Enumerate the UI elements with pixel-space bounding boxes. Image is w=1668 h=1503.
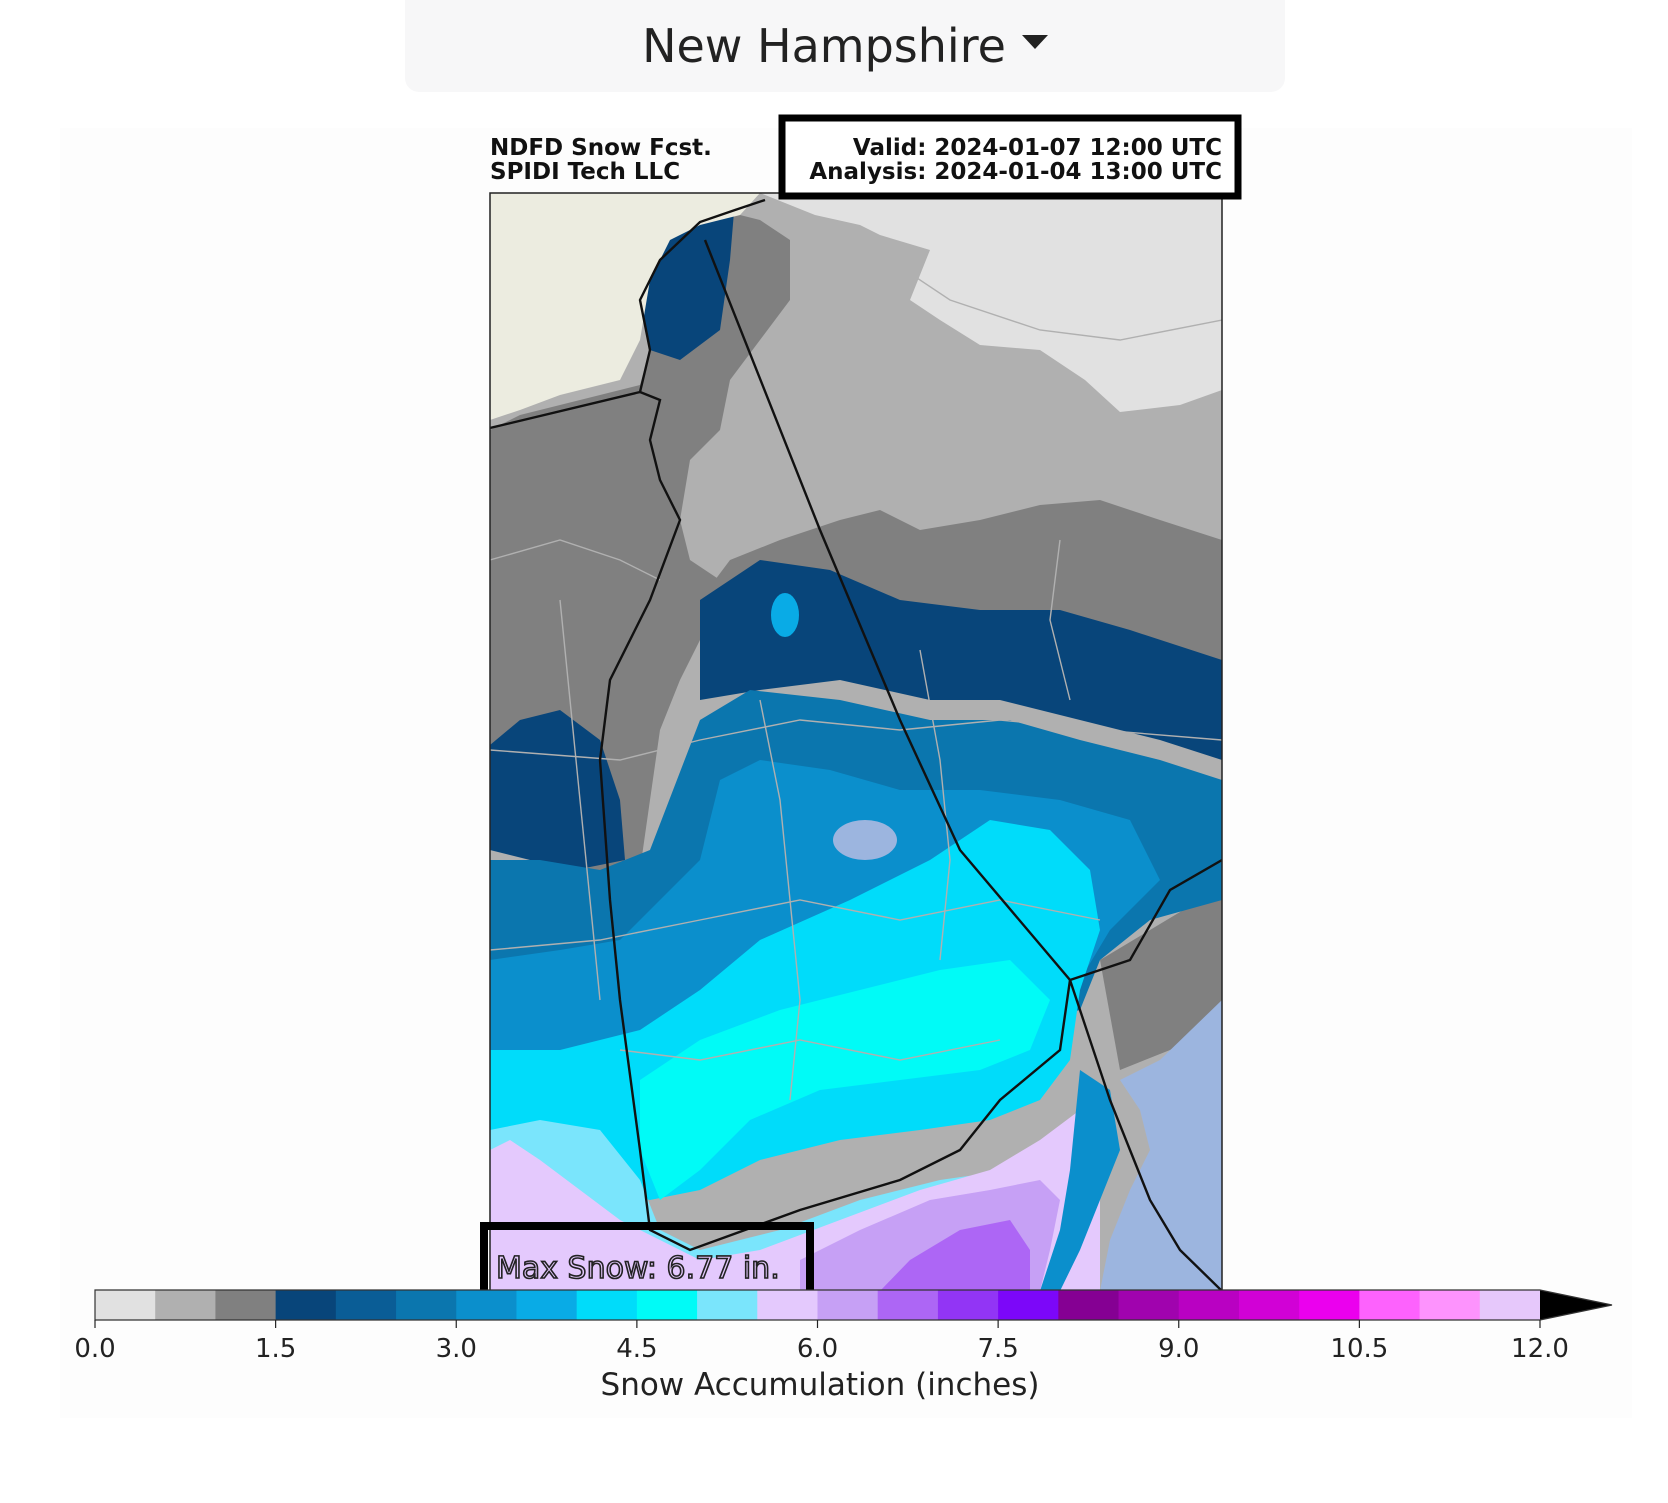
colorbar-swatch xyxy=(215,1290,277,1320)
colorbar-tick-label: 6.0 xyxy=(797,1334,838,1364)
colorbar-swatch xyxy=(1359,1290,1421,1320)
contour-7p0-7p5 xyxy=(880,1220,1030,1291)
colorbar-extend-arrow xyxy=(1540,1290,1612,1320)
colorbar-swatch xyxy=(155,1290,216,1320)
colorbar-tick-label: 7.5 xyxy=(977,1334,1018,1364)
contour-0-0p5 xyxy=(760,193,1222,412)
colorbar-swatch xyxy=(1178,1290,1240,1320)
colorbar: 0.0 1.5 3.0 4.5 6.0 7.5 9.0 10.5 12.0 xyxy=(74,1289,1613,1364)
lake-blob xyxy=(833,820,897,860)
title-left-line2: SPIDI Tech LLC xyxy=(490,159,680,185)
title-left-line1: NDFD Snow Fcst. xyxy=(490,135,712,161)
colorbar-tick-label: 1.5 xyxy=(255,1334,296,1364)
colorbar-tick-label: 12.0 xyxy=(1511,1334,1569,1364)
colorbar-swatch xyxy=(516,1290,578,1320)
colorbar-swatch xyxy=(1299,1290,1360,1320)
colorbar-swatch xyxy=(877,1290,939,1320)
colorbar-swatch xyxy=(1479,1290,1541,1320)
colorbar-swatch xyxy=(456,1290,517,1320)
colorbar-swatch xyxy=(95,1290,156,1320)
contour-1-1p5-southeast xyxy=(1100,890,1222,1070)
land-outside xyxy=(490,193,760,420)
state-boundary xyxy=(490,198,1222,1291)
colorbar-swatch xyxy=(937,1290,999,1320)
snow-map xyxy=(490,193,1222,1291)
colorbar-label: Snow Accumulation (inches) xyxy=(601,1367,1040,1403)
colorbar-tick-label: 4.5 xyxy=(616,1334,657,1364)
colorbar-swatch xyxy=(636,1290,698,1320)
colorbar-tick-label: 9.0 xyxy=(1158,1334,1199,1364)
colorbar-swatch xyxy=(817,1290,879,1320)
colorbar-swatch xyxy=(275,1290,337,1320)
colorbar-frame xyxy=(94,1289,1613,1321)
colorbar-swatch xyxy=(757,1290,818,1320)
caret-down-icon xyxy=(1021,35,1048,49)
region-dropdown[interactable]: New Hampshire xyxy=(405,0,1285,92)
colorbar-tick-label: 0.0 xyxy=(74,1334,115,1364)
colorbar-swatch xyxy=(1419,1290,1481,1320)
coastal-strip xyxy=(1040,1070,1120,1291)
colorbar-swatch xyxy=(998,1290,1059,1320)
colorbar-swatch xyxy=(576,1290,638,1320)
timestamp-box xyxy=(778,114,1242,200)
colorbar-swatch xyxy=(1118,1290,1180,1320)
colorbar-swatch xyxy=(697,1290,758,1320)
max-spot xyxy=(771,593,799,637)
colorbar-swatch xyxy=(335,1290,397,1320)
analysis-time: Analysis: 2024-01-04 13:00 UTC xyxy=(809,159,1222,185)
colorbar-tick-label: 3.0 xyxy=(436,1334,477,1364)
colorbar-swatch xyxy=(396,1290,457,1320)
colorbar-swatch xyxy=(1238,1290,1300,1320)
colorbar-swatch xyxy=(1058,1290,1120,1320)
max-snow-label: Max Snow: 6.77 in. xyxy=(496,1251,780,1286)
region-dropdown-label: New Hampshire xyxy=(642,19,1006,73)
contour-5p0-5p5 xyxy=(640,960,1050,1200)
county-lines xyxy=(490,239,1222,1101)
ocean xyxy=(1100,1000,1222,1291)
valid-time: Valid: 2024-01-07 12:00 UTC xyxy=(853,135,1222,161)
contour-1p5-2p0 xyxy=(490,193,1222,870)
colorbar-tick-label: 10.5 xyxy=(1330,1334,1388,1364)
